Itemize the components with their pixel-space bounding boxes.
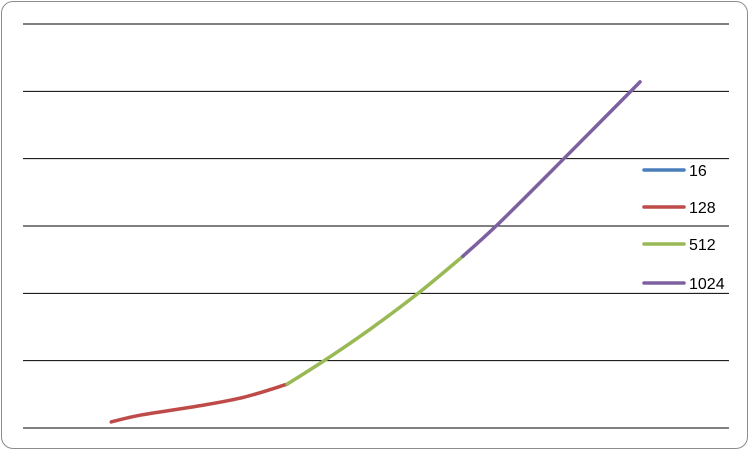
series-line-1024	[461, 80, 642, 259]
series-line-128	[109, 382, 289, 424]
legend: 16 128 512 1024	[642, 163, 725, 293]
gridlines	[23, 23, 729, 429]
series-line-512	[285, 254, 465, 386]
legend-label-16: 16	[689, 163, 707, 180]
legend-label-512: 512	[689, 237, 716, 254]
legend-label-1024: 1024	[689, 276, 725, 293]
series-lines	[109, 80, 642, 424]
legend-label-128: 128	[689, 200, 716, 217]
